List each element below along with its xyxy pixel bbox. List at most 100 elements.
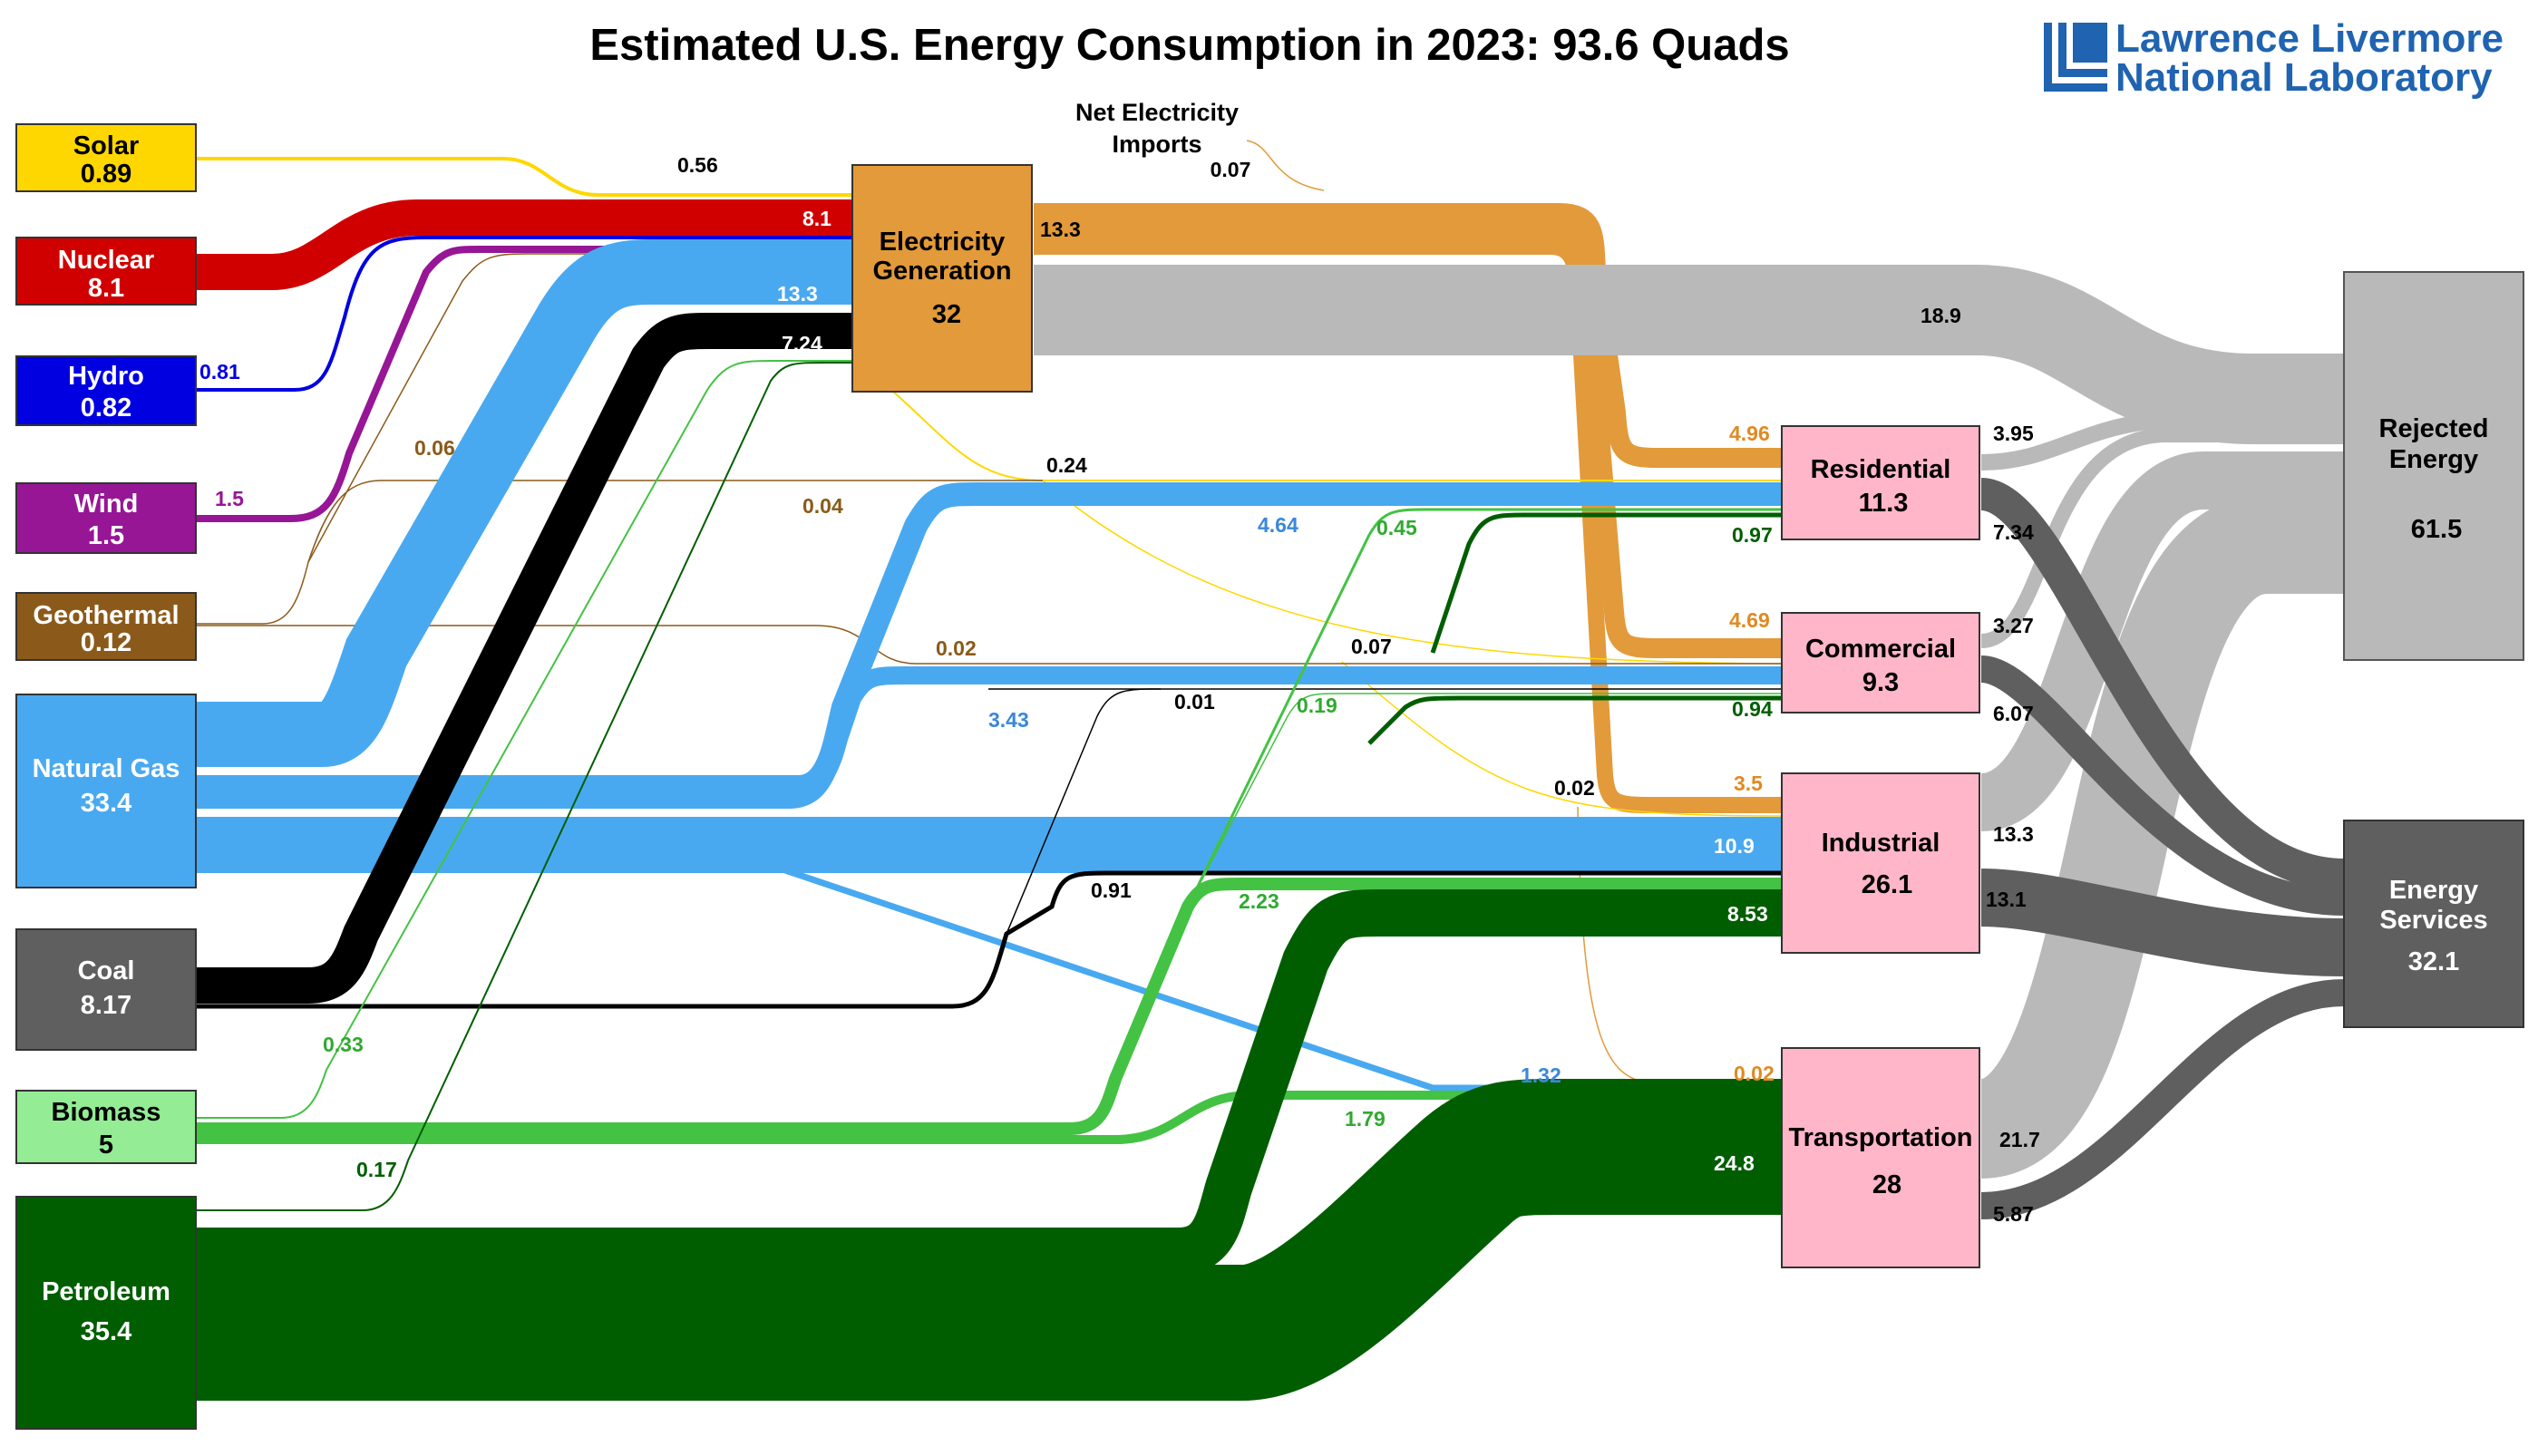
flow-petroleum-transportation <box>195 1079 1782 1401</box>
flow-label: 5.87 <box>1993 1202 2034 1226</box>
flow-petroleum-industrial <box>195 889 1782 1275</box>
flow-label: 4.64 <box>1258 513 1298 537</box>
source-coal-value: 8.17 <box>81 991 131 1020</box>
flow-biomass-industrial <box>195 878 1782 1135</box>
source-solar: Solar 0.89 <box>15 123 197 192</box>
source-gas-value: 33.4 <box>81 789 131 818</box>
flow-label: 18.9 <box>1921 304 1961 327</box>
flow-label: 0.01 <box>1174 690 1215 713</box>
source-wind-value: 1.5 <box>88 521 124 550</box>
flow-label: 13.3 <box>1993 822 2034 846</box>
node-electricity-generation: Electricity Generation 32 <box>851 164 1033 393</box>
flow-label: 1.32 <box>1521 1063 1561 1087</box>
transportation-name: Transportation <box>1788 1123 1972 1152</box>
flow-residential-services <box>1979 478 2345 891</box>
chart-title: Estimated U.S. Energy Consumption in 202… <box>589 21 1789 70</box>
net-imports-label-2: Imports <box>1112 131 1201 158</box>
flow-label: 1.79 <box>1345 1107 1386 1131</box>
source-wind: Wind 1.5 <box>15 482 197 554</box>
llnl-mark-icon <box>2044 23 2107 92</box>
source-solar-value: 0.89 <box>81 160 131 189</box>
rejected-value: 61.5 <box>2411 515 2462 544</box>
flow-label: 0.07 <box>1351 635 1392 658</box>
net-imports-value: 0.07 <box>1211 158 1251 181</box>
flow-industrial-services <box>1980 869 2345 976</box>
flow-residential-rejected <box>1980 411 2344 471</box>
flow-label: 0.17 <box>356 1158 397 1181</box>
flow-label: 10.9 <box>1714 834 1755 858</box>
flow-label: 0.24 <box>1046 453 1087 477</box>
flow-label: 0.97 <box>1732 523 1773 547</box>
flow-geothermal-residential <box>307 480 1043 563</box>
flow-labels: 0.56 8.1 0.81 1.5 0.06 0.04 0.02 13.3 7.… <box>199 153 2040 1226</box>
flow-label: 0.19 <box>1297 694 1337 717</box>
services-value: 32.1 <box>2408 947 2459 976</box>
source-natural-gas: Natural Gas 33.4 <box>15 694 197 888</box>
source-petroleum-name: Petroleum <box>42 1277 170 1306</box>
source-boxes: Solar 0.89 Nuclear 8.1 Hydro 0.82 Wind 1… <box>15 123 197 1430</box>
flow-coal-industrial <box>195 870 1782 1009</box>
flow-label: 8.1 <box>802 207 831 230</box>
source-solar-name: Solar <box>73 131 140 160</box>
flow-net-imports <box>1246 140 1325 191</box>
rejected-name-1: Rejected <box>2379 414 2489 443</box>
flow-label: 21.7 <box>1999 1128 2040 1151</box>
flow-label: 4.69 <box>1729 608 1770 632</box>
source-petroleum: Petroleum 35.4 <box>15 1196 197 1430</box>
source-geothermal-name: Geothermal <box>33 601 179 630</box>
flow-label: 3.5 <box>1734 772 1763 795</box>
electricity-name-1: Electricity <box>880 228 1006 257</box>
source-coal: Coal 8.17 <box>15 928 197 1051</box>
llnl-logo: Lawrence Livermore National Laboratory <box>2044 16 2504 100</box>
source-biomass: Biomass 5 <box>15 1090 197 1164</box>
flow-label: 7.24 <box>782 332 822 355</box>
flow-label: 6.07 <box>1993 702 2034 725</box>
flow-label: 0.81 <box>199 360 240 383</box>
flow-commercial-services <box>1979 655 2345 916</box>
flow-hydro-electricity <box>195 236 852 392</box>
flows <box>195 140 2345 1401</box>
flow-coal-commercial-branch <box>1006 688 1162 935</box>
node-residential: Residential 11.3 <box>1781 425 1980 540</box>
flow-label: 0.02 <box>1734 1062 1775 1085</box>
source-gas-name: Natural Gas <box>33 754 180 783</box>
flow-petroleum-electricity <box>195 362 852 1211</box>
source-hydro-name: Hydro <box>68 362 144 391</box>
flow-label: 0.91 <box>1091 878 1132 902</box>
electricity-name-2: Generation <box>872 257 1011 286</box>
flow-electricity-industrial <box>1034 238 1782 813</box>
logo-line-1: Lawrence Livermore <box>2115 16 2504 61</box>
source-biomass-name: Biomass <box>52 1098 161 1127</box>
residential-name: Residential <box>1811 455 1951 484</box>
flow-label: 0.94 <box>1732 697 1773 721</box>
services-name-2: Services <box>2379 906 2487 935</box>
electricity-value: 32 <box>932 300 961 329</box>
node-commercial: Commercial 9.3 <box>1781 612 1980 713</box>
flow-coal-electricity <box>195 313 852 1004</box>
flow-label: 0.33 <box>323 1033 364 1056</box>
flow-solar-electricity <box>195 157 852 197</box>
source-nuclear-name: Nuclear <box>58 246 154 275</box>
flow-electricity-commercial <box>1034 221 1782 658</box>
commercial-value: 9.3 <box>1862 668 1899 697</box>
flow-commercial-rejected <box>1980 428 2344 648</box>
flow-biomass-commercial <box>1187 693 1782 908</box>
source-biomass-value: 5 <box>99 1131 113 1160</box>
flow-transportation-services <box>1980 979 2345 1219</box>
logo-line-2: National Laboratory <box>2115 55 2493 100</box>
flow-label: 7.34 <box>1993 520 2034 544</box>
flow-wind-electricity <box>195 246 852 522</box>
flow-nuclear-electricity <box>195 199 852 290</box>
source-hydro-value: 0.82 <box>81 393 131 422</box>
flow-label: 13.1 <box>1986 888 2027 911</box>
net-imports-label-1: Net Electricity <box>1075 99 1239 126</box>
flow-petroleum-residential <box>1430 512 1782 654</box>
source-nuclear: Nuclear 8.1 <box>15 237 197 306</box>
node-energy-services: Energy Services 32.1 <box>2343 820 2524 1028</box>
flow-label: 0.45 <box>1376 516 1417 539</box>
commercial-name: Commercial <box>1805 635 1956 664</box>
source-geothermal-value: 0.12 <box>81 628 131 657</box>
industrial-name: Industrial <box>1822 829 1940 858</box>
transportation-value: 28 <box>1872 1170 1901 1199</box>
